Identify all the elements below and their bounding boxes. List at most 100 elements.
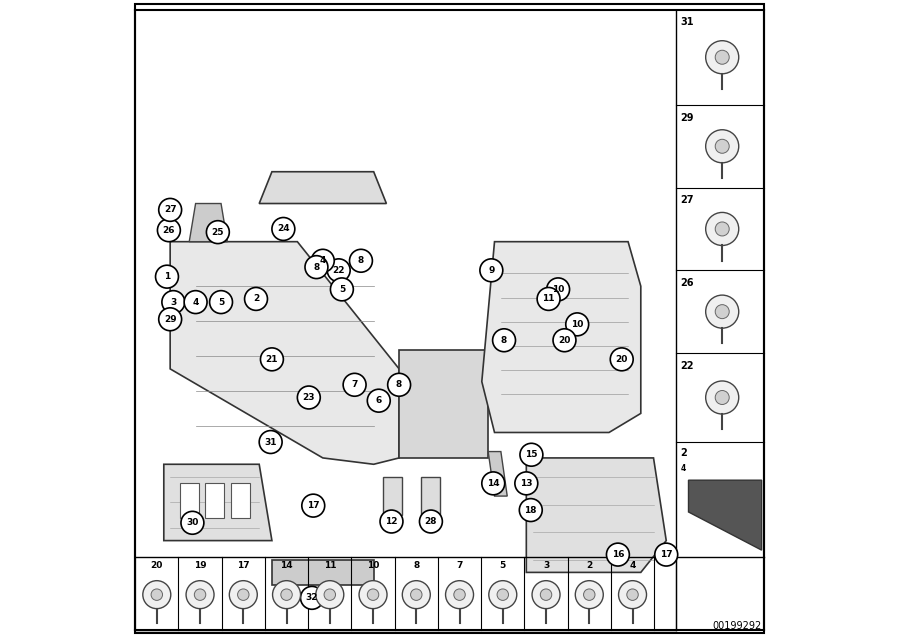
Circle shape (402, 581, 430, 609)
Text: 4: 4 (629, 561, 635, 570)
Text: 17: 17 (237, 561, 249, 570)
Circle shape (716, 391, 729, 404)
Text: 13: 13 (520, 479, 533, 488)
Text: 4: 4 (320, 256, 326, 265)
Circle shape (281, 589, 292, 600)
Bar (180, 483, 199, 518)
Text: 20: 20 (558, 336, 571, 345)
Polygon shape (399, 350, 488, 458)
Circle shape (618, 581, 646, 609)
Circle shape (515, 472, 538, 495)
Circle shape (607, 543, 629, 566)
Text: 8: 8 (501, 336, 508, 345)
Circle shape (367, 589, 379, 600)
Circle shape (184, 291, 207, 314)
Circle shape (706, 41, 739, 74)
Bar (383, 477, 402, 515)
Circle shape (210, 291, 232, 314)
Text: 17: 17 (660, 550, 672, 559)
Circle shape (419, 510, 443, 533)
Circle shape (359, 581, 387, 609)
Text: 00199292: 00199292 (713, 621, 761, 631)
Circle shape (162, 291, 184, 314)
Text: 16: 16 (612, 550, 625, 559)
Text: 27: 27 (164, 205, 176, 214)
Circle shape (492, 329, 516, 352)
Text: 19: 19 (194, 561, 206, 570)
Circle shape (566, 313, 589, 336)
Text: 4: 4 (193, 298, 199, 307)
Text: 3: 3 (543, 561, 549, 570)
Polygon shape (272, 560, 374, 585)
Circle shape (273, 581, 301, 609)
Circle shape (716, 222, 729, 236)
Polygon shape (488, 452, 508, 496)
Text: 26: 26 (163, 226, 176, 235)
Text: 27: 27 (680, 195, 694, 205)
Circle shape (388, 373, 410, 396)
Text: 14: 14 (487, 479, 500, 488)
Circle shape (245, 287, 267, 310)
Circle shape (575, 581, 603, 609)
Circle shape (311, 249, 334, 272)
Text: 32: 32 (306, 593, 319, 602)
Text: 21: 21 (266, 355, 278, 364)
Polygon shape (482, 242, 641, 432)
Text: 30: 30 (186, 518, 199, 527)
Circle shape (143, 581, 171, 609)
Polygon shape (259, 172, 386, 204)
Circle shape (706, 130, 739, 163)
Text: 25: 25 (212, 228, 224, 237)
Text: 4: 4 (680, 464, 686, 473)
Circle shape (151, 589, 163, 600)
Circle shape (497, 589, 508, 600)
Circle shape (158, 308, 182, 331)
Text: 18: 18 (525, 506, 537, 515)
Circle shape (716, 305, 729, 319)
Circle shape (546, 278, 570, 301)
Circle shape (328, 259, 350, 282)
Text: 29: 29 (680, 113, 694, 123)
Circle shape (410, 589, 422, 600)
Circle shape (489, 581, 517, 609)
Text: 22: 22 (680, 361, 694, 371)
Bar (205, 483, 224, 518)
Circle shape (380, 510, 403, 533)
Circle shape (349, 249, 373, 272)
Bar (421, 477, 440, 515)
Text: 8: 8 (413, 561, 419, 570)
Text: 31: 31 (680, 17, 694, 27)
Text: 17: 17 (307, 501, 320, 510)
Circle shape (537, 287, 560, 310)
Circle shape (259, 431, 282, 453)
Text: 2: 2 (253, 294, 259, 303)
Text: 3: 3 (170, 298, 176, 307)
Text: 9: 9 (488, 266, 494, 275)
Text: 2: 2 (680, 448, 687, 459)
Circle shape (158, 219, 180, 242)
Text: 10: 10 (571, 320, 583, 329)
Circle shape (238, 589, 249, 600)
Text: 8: 8 (396, 380, 402, 389)
Circle shape (158, 198, 182, 221)
Circle shape (626, 589, 638, 600)
Text: 15: 15 (526, 450, 537, 459)
Circle shape (301, 586, 323, 609)
Polygon shape (526, 458, 666, 572)
Text: 7: 7 (351, 380, 358, 389)
Circle shape (156, 265, 178, 288)
Text: 28: 28 (425, 517, 437, 526)
Text: 24: 24 (277, 225, 290, 233)
Circle shape (297, 386, 320, 409)
Bar (230, 483, 249, 518)
Circle shape (181, 511, 204, 534)
Circle shape (553, 329, 576, 352)
Text: 5: 5 (218, 298, 224, 307)
Circle shape (716, 50, 729, 64)
Circle shape (454, 589, 465, 600)
Circle shape (305, 256, 328, 279)
Text: 10: 10 (552, 285, 564, 294)
Text: 6: 6 (375, 396, 382, 405)
Circle shape (482, 472, 505, 495)
Text: 29: 29 (164, 315, 176, 324)
